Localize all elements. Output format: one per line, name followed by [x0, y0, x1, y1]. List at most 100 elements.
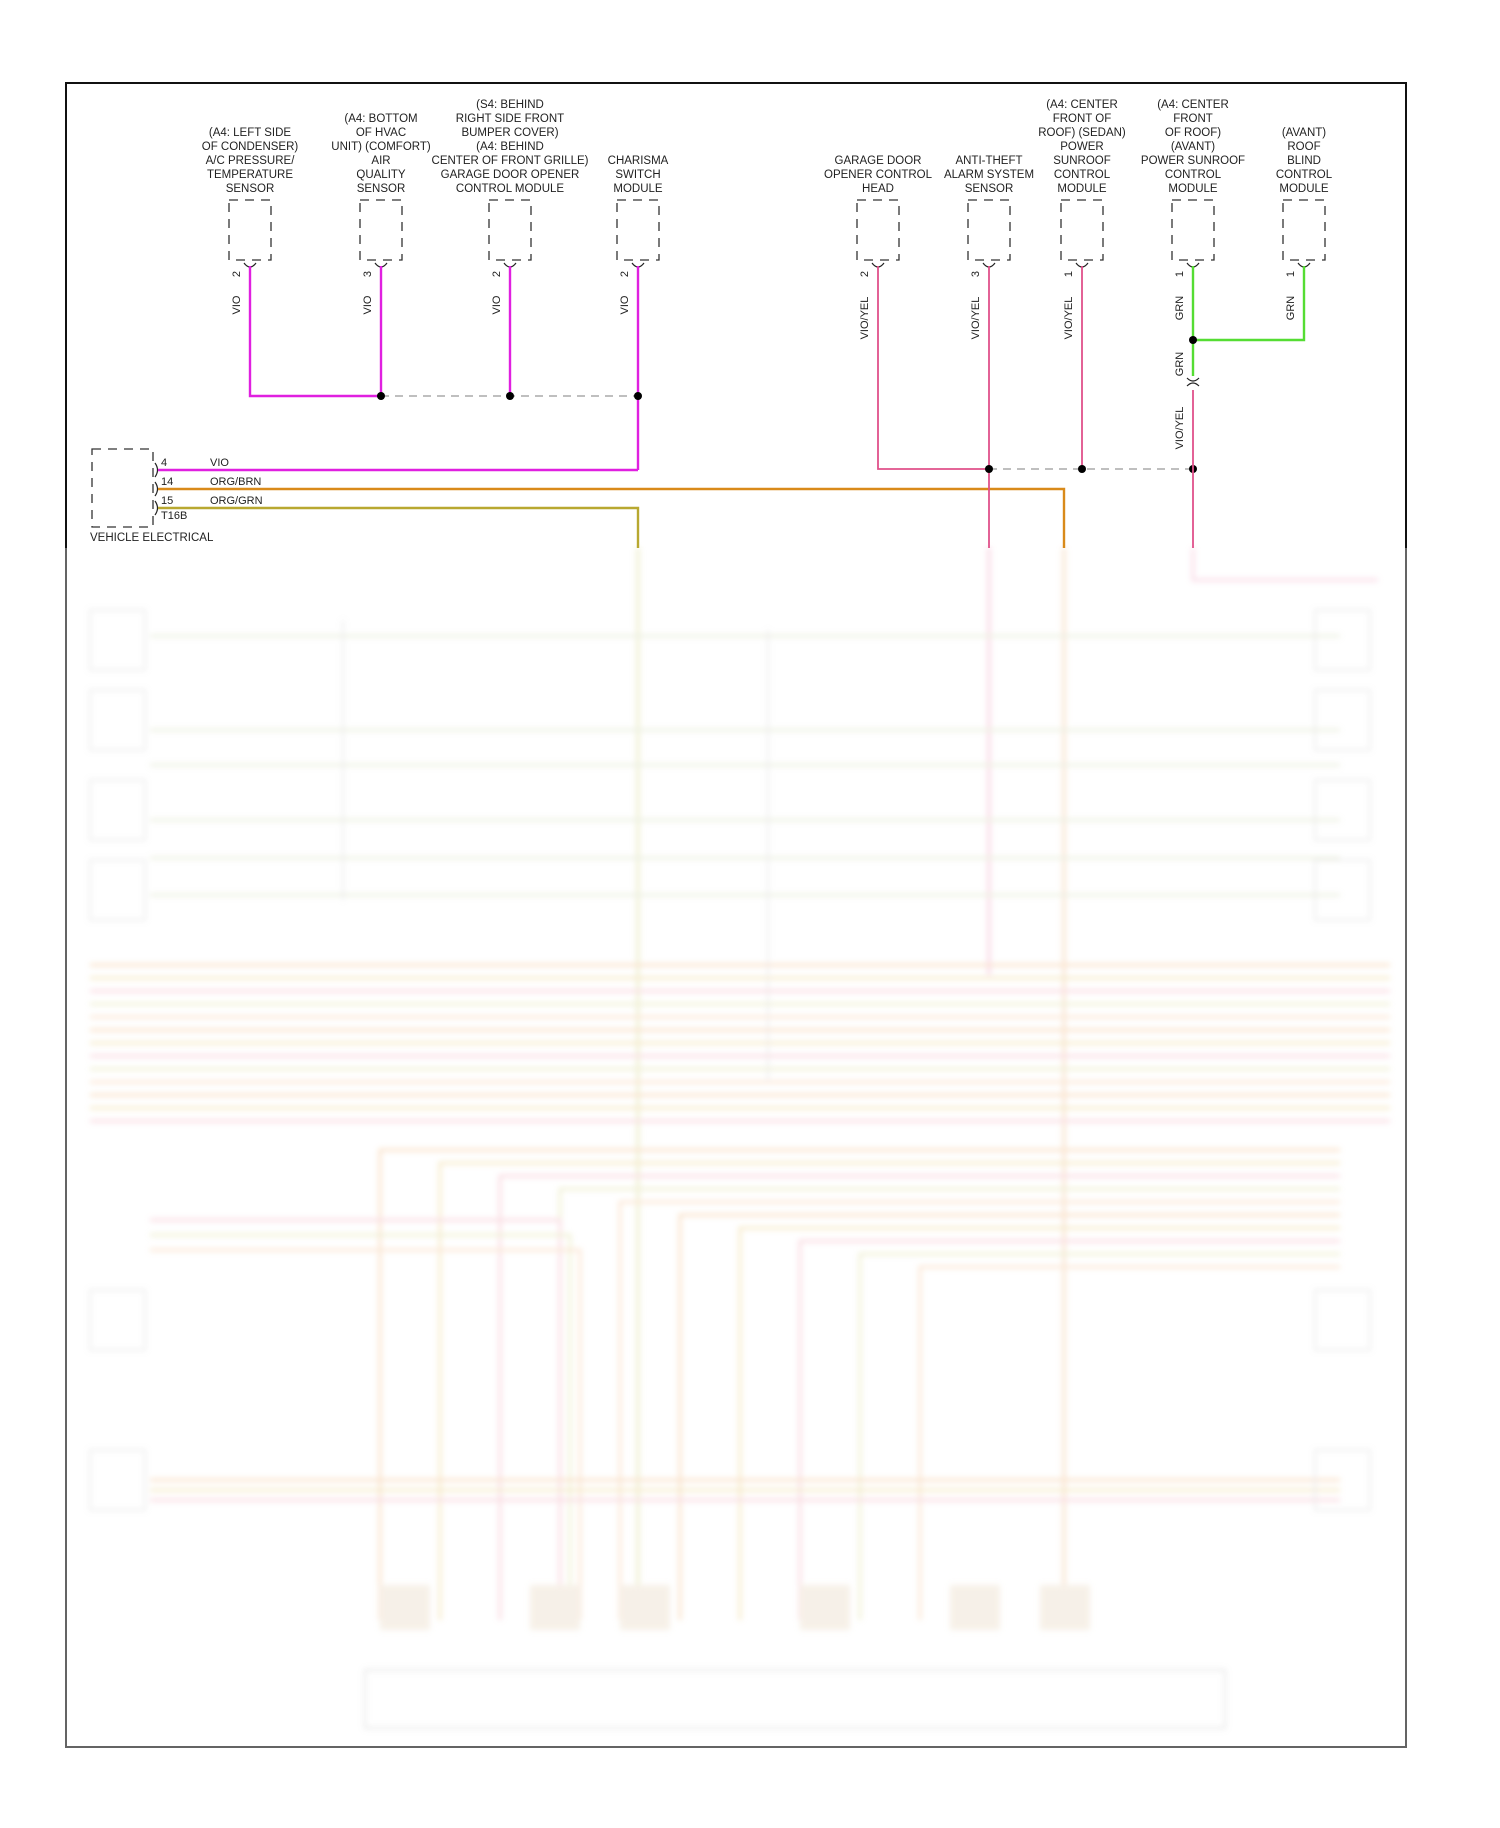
blurred-component	[89, 689, 146, 751]
module-label-line: RIGHT SIDE FRONT	[456, 113, 564, 125]
module-label-line: POWER SUNROOF	[1141, 155, 1245, 167]
module-label-line: MODULE	[1057, 183, 1107, 195]
module-label-line: UNIT) (COMFORT)	[331, 141, 431, 153]
module-label-line: OF ROOF)	[1165, 127, 1221, 139]
module-label-line: CHARISMA	[608, 155, 669, 167]
splice-dot	[377, 392, 385, 400]
module-ac-pressure-sensor: (A4: LEFT SIDE OF CONDENSER) A/C PRESSURE/…	[202, 127, 299, 314]
blurred-wire	[858, 1252, 1340, 1620]
module-box	[1282, 199, 1326, 261]
pin-number: 15	[161, 495, 173, 507]
module-box	[856, 199, 900, 261]
wire-color-label: VIO	[210, 457, 229, 469]
blurred-component	[89, 859, 146, 921]
pin-number: 4	[161, 457, 167, 469]
module-box	[1060, 199, 1104, 261]
wire-vio-yel	[877, 266, 989, 470]
pin-number: 2	[859, 271, 871, 277]
module-label-line: CONTROL	[1165, 169, 1222, 181]
wire-grn	[1193, 266, 1306, 342]
wire-color-label: GRN	[1174, 352, 1186, 377]
module-label-line: ROOF	[1287, 141, 1320, 153]
module-label-line: CONTROL	[1276, 169, 1333, 181]
pin-number: 2	[619, 271, 631, 277]
splice-dot	[1189, 336, 1197, 344]
pin-number: 3	[362, 271, 374, 277]
blurred-component	[89, 779, 146, 841]
module-label-line: (A4: CENTER	[1046, 99, 1118, 111]
blurred-wire	[150, 1233, 572, 1620]
module-label-line: OF HVAC	[356, 127, 406, 139]
module-box	[91, 448, 154, 528]
module-label-line: ALARM SYSTEM	[944, 169, 1034, 181]
module-label-line: SENSOR	[226, 183, 275, 195]
blurred-connector	[1040, 1585, 1090, 1630]
module-label: VEHICLE ELECTRICAL	[90, 532, 214, 544]
module-label-line: FRONT	[1173, 113, 1213, 125]
module-box	[359, 199, 403, 261]
blurred-component	[1314, 779, 1371, 841]
blurred-component	[1314, 1289, 1371, 1351]
pin-number: 1	[1063, 271, 1075, 277]
splice-dot	[985, 465, 993, 473]
wire-color-label: ORG/GRN	[210, 495, 263, 507]
blurred-component	[1314, 689, 1371, 751]
module-label-line: MODULE	[1168, 183, 1218, 195]
wire-vio	[248, 266, 381, 398]
wire-color-label: VIO	[491, 295, 503, 314]
module-label-line: (A4: LEFT SIDE	[209, 127, 292, 139]
module-label-line: CONTROL MODULE	[456, 183, 565, 195]
module-label-line: CONTROL	[1054, 169, 1111, 181]
blurred-connector	[620, 1585, 670, 1630]
blurred-component	[364, 1669, 1226, 1729]
blurred-component	[89, 1449, 146, 1511]
module-label-line: QUALITY	[356, 169, 406, 181]
connector-icon	[1186, 377, 1200, 387]
wire-color-label: VIO/YEL	[1063, 297, 1075, 340]
blurred-wire	[150, 1248, 582, 1620]
blurred-component	[1314, 859, 1371, 921]
pin-number: 1	[1285, 271, 1297, 277]
diagram-frame	[65, 82, 1407, 1748]
module-label-line: AIR	[371, 155, 390, 167]
module-label-line: (A4: CENTER	[1157, 99, 1229, 111]
module-label-line: GARAGE DOOR	[835, 155, 922, 167]
wire-color-label: VIO/YEL	[859, 297, 871, 340]
pin-number: 1	[1174, 271, 1186, 277]
module-garage-door-control-head: GARAGE DOOR OPENER CONTROL HEAD 2 VIO/YEL	[824, 155, 933, 339]
module-roof-blind-module: (AVANT) ROOF BLIND CONTROL MODULE 1 GRN	[1276, 127, 1333, 320]
module-label-line: MODULE	[613, 183, 663, 195]
splice-dot	[506, 392, 514, 400]
module-box	[228, 199, 272, 261]
blurred-wire	[150, 1218, 562, 1620]
module-label-line: SENSOR	[965, 183, 1014, 195]
wire-org-brn	[158, 487, 1066, 548]
module-label-line: MODULE	[1279, 183, 1329, 195]
module-label-line: A/C PRESSURE/	[206, 155, 296, 167]
module-label-line: (AVANT)	[1282, 127, 1326, 139]
module-label-line: SENSOR	[357, 183, 406, 195]
blurred-connector	[950, 1585, 1000, 1630]
module-box	[1171, 199, 1215, 261]
module-label-line: POWER	[1060, 141, 1103, 153]
blurred-wire	[438, 1161, 1340, 1620]
connector-icon	[154, 462, 159, 478]
blurred-component	[1314, 1449, 1371, 1511]
module-label-line: BUMPER COVER)	[461, 127, 558, 139]
module-label-line: ANTI-THEFT	[955, 155, 1022, 167]
module-box	[616, 199, 660, 261]
blurred-component	[1314, 609, 1371, 671]
splice-dot	[634, 392, 642, 400]
module-label-line: HEAD	[862, 183, 894, 195]
blurred-wire	[1191, 548, 1378, 582]
module-sunroof-module-avant: (A4: CENTER FRONT OF ROOF) (AVANT) POWER SUN…	[1141, 99, 1245, 320]
pin-number: 2	[231, 271, 243, 277]
module-label-line: ROOF) (SEDAN)	[1038, 127, 1126, 139]
module-air-quality-sensor: (A4: BOTTOM OF HVAC UNIT) (COMFORT) AIR QUAL…	[331, 113, 431, 314]
module-label-line: OF CONDENSER)	[202, 141, 299, 153]
wire-color-label: ORG/BRN	[210, 476, 261, 488]
module-label-line: CENTER OF FRONT GRILLE)	[432, 155, 589, 167]
module-sunroof-module-sedan: (A4: CENTER FRONT OF ROOF) (SEDAN) POWER SUN…	[1038, 99, 1126, 339]
module-label-line: (A4: BOTTOM	[344, 113, 417, 125]
